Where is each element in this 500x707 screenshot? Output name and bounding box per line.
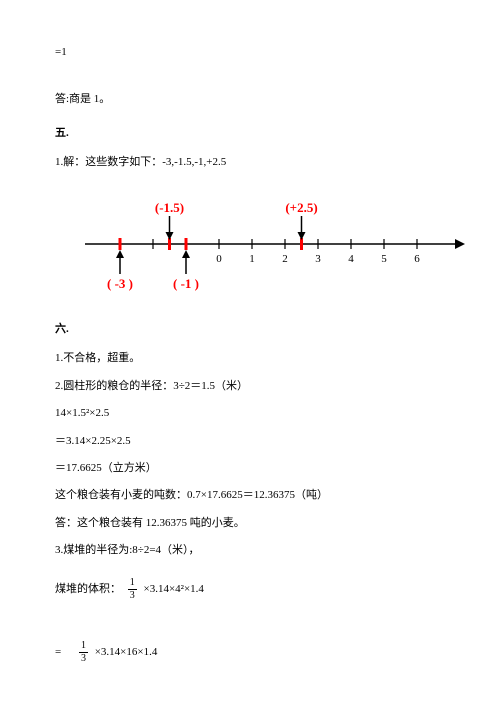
frac-den: 3: [128, 590, 137, 601]
number-line-diagram: 0 1 2 3 4 5 6 ( -3 ) (-1.5) ( -1 ) (+2.5): [85, 189, 445, 304]
svg-text:2: 2: [282, 253, 288, 265]
s6-l10: = 1 3 ×3.14×16×1.4: [55, 641, 445, 664]
s6-l1: 1.不合格，超重。: [55, 351, 445, 366]
s6-l8: 3.煤堆的半径为:8÷2=4（米），: [55, 543, 445, 558]
svg-text:6: 6: [414, 253, 420, 265]
svg-text:0: 0: [216, 253, 222, 265]
s6-l9-pre: 煤堆的体积：: [55, 582, 121, 597]
s6-l9-post: ×3.14×4²×1.4: [144, 582, 204, 597]
svg-text:1: 1: [249, 253, 255, 265]
answer-1: 答:商是 1。: [55, 92, 445, 107]
s6-l7: 答：这个粮仓装有 12.36375 吨的小麦。: [55, 516, 445, 531]
s6-l9: 煤堆的体积： 1 3 ×3.14×4²×1.4: [55, 578, 445, 601]
svg-text:( -3 ): ( -3 ): [107, 276, 133, 291]
section-5-line-1: 1.解：这些数字如下：-3,-1.5,-1,+2.5: [55, 155, 445, 170]
frac-num: 1: [79, 641, 88, 653]
s6-l6: 这个粮仓装有小麦的吨数：0.7×17.6625＝12.36375（吨）: [55, 488, 445, 503]
fraction-1-3-a: 1 3: [128, 578, 137, 601]
svg-text:3: 3: [315, 253, 321, 265]
svg-text:4: 4: [348, 253, 354, 265]
svg-text:( -1 ): ( -1 ): [173, 276, 199, 291]
s6-l2: 2.圆柱形的粮仓的半径：3÷2＝1.5（米）: [55, 379, 445, 394]
section-5-head: 五.: [55, 126, 445, 141]
s6-l4: ＝3.14×2.25×2.5: [55, 434, 445, 449]
s6-l10-post: ×3.14×16×1.4: [95, 645, 158, 660]
fraction-1-3-b: 1 3: [79, 641, 88, 664]
svg-text:(+2.5): (+2.5): [285, 200, 317, 215]
eq-result: =1: [55, 45, 445, 60]
frac-den: 3: [79, 653, 88, 664]
svg-text:(-1.5): (-1.5): [155, 200, 184, 215]
svg-text:5: 5: [381, 253, 387, 265]
frac-num: 1: [128, 578, 137, 590]
s6-l5: ＝17.6625（立方米）: [55, 461, 445, 476]
s6-l3: 14×1.5²×2.5: [55, 406, 445, 421]
section-6-head: 六.: [55, 322, 445, 337]
s6-l10-pre: =: [55, 645, 72, 660]
